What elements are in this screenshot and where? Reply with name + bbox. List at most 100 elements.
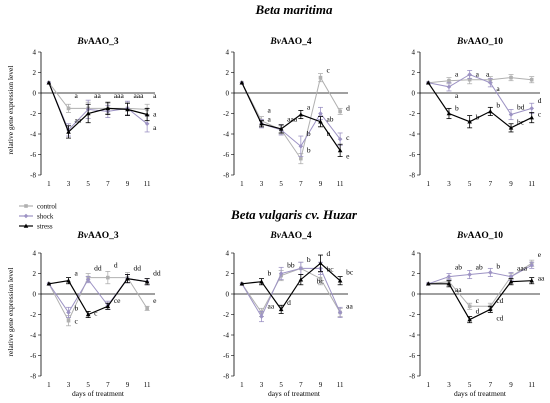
x-tick-label: 7: [106, 381, 110, 389]
x-tick-label: 9: [319, 381, 323, 389]
significance-letter: ab: [326, 115, 333, 124]
data-point-shock: [278, 271, 284, 276]
y-tick-label: -6: [30, 151, 36, 159]
y-tick-label: 2: [412, 270, 416, 278]
y-axis-label-bottom: relative gene expression level: [6, 268, 15, 357]
data-point-stress: [239, 80, 245, 85]
data-point-control: [338, 109, 342, 114]
data-point-stress: [66, 278, 71, 283]
significance-letter: aaa: [517, 263, 528, 272]
data-point-stress: [318, 119, 323, 124]
x-tick-label: 11: [528, 180, 535, 188]
x-tick-label: 11: [337, 180, 344, 188]
x-tick-label: 3: [260, 180, 264, 188]
data-point-stress: [46, 80, 52, 85]
data-point-shock: [508, 112, 514, 117]
data-point-control: [318, 276, 323, 281]
y-tick-label: 0: [412, 89, 416, 97]
significance-letter: ab: [476, 262, 483, 271]
x-tick-label: 1: [427, 381, 431, 389]
data-point-shock: [66, 310, 71, 315]
legend-marker-stress: [23, 223, 29, 228]
y-tick-label: 2: [33, 69, 37, 77]
x-tick-label: 3: [447, 381, 451, 389]
x-tick-label: 1: [240, 180, 244, 188]
y-tick-label: 0: [412, 290, 416, 298]
significance-letter: b: [326, 129, 330, 138]
y-tick-label: 4: [33, 249, 37, 257]
data-point-shock: [508, 274, 514, 279]
significance-letter: bb: [287, 260, 295, 269]
y-tick-label: 2: [412, 69, 416, 77]
significance-letter: dd: [133, 263, 141, 272]
data-point-control: [467, 77, 472, 82]
data-point-stress: [105, 303, 111, 309]
data-point-stress: [467, 317, 472, 322]
series-line-shock: [48, 278, 148, 314]
panel-title-gene: AAO_3: [88, 231, 119, 241]
y-tick-label: 4: [226, 249, 230, 257]
series-stress: [425, 80, 535, 133]
series-line-shock: [428, 73, 532, 116]
data-point-shock: [488, 270, 493, 275]
significance-letter: bd: [517, 102, 525, 111]
section-title-beta-vulgaris: Beta vulgaris cv. Huzar: [230, 207, 358, 222]
x-tick-label: 5: [468, 180, 472, 188]
data-point-control: [318, 75, 323, 80]
panel-title-prefix: Bv: [269, 231, 281, 241]
data-point-stress: [508, 125, 514, 130]
series-shock: [425, 261, 535, 287]
significance-letter: bc: [326, 264, 334, 273]
y-tick-label: -4: [223, 331, 229, 339]
significance-letter: c: [326, 65, 330, 74]
significance-letter: aa: [455, 285, 462, 294]
significance-letter: a: [455, 70, 459, 79]
x-tick-label: 7: [489, 381, 493, 389]
x-tick-label: 9: [126, 381, 130, 389]
x-tick-label: 11: [337, 381, 344, 389]
y-tick-label: 0: [33, 89, 37, 97]
data-point-shock: [488, 80, 493, 86]
x-tick-label: 7: [299, 180, 303, 188]
significance-letter: d: [114, 260, 118, 269]
significance-letter: ab: [455, 262, 462, 271]
significance-letter: aa: [268, 301, 275, 310]
significance-letter: aa: [94, 91, 101, 100]
data-point-shock: [259, 314, 264, 319]
y-tick-label: -2: [30, 311, 36, 319]
data-point-stress: [298, 277, 304, 282]
significance-letter: aa: [75, 116, 82, 125]
y-tick-label: -2: [30, 110, 36, 118]
significance-letter: e: [538, 250, 542, 259]
data-point-stress: [85, 312, 91, 317]
significance-letter: b: [75, 303, 79, 312]
data-point-stress: [259, 121, 264, 126]
data-point-stress: [508, 279, 514, 284]
chart-panel-6: BvAAO_10 -8 -6 -4 -2 0 2 4 1 3 5 7 9 11 ab aa ab cd b cd cd a…: [409, 231, 545, 389]
panel-title-prefix: Bv: [456, 231, 468, 241]
data-point-stress: [529, 115, 535, 120]
panel-title: BvAAO_4: [269, 231, 311, 241]
series-stress: [46, 80, 150, 139]
x-tick-label: 9: [126, 180, 130, 188]
x-tick-label: 3: [260, 381, 264, 389]
x-axis-label-1: days of treatment: [72, 389, 125, 398]
x-tick-label: 3: [447, 180, 451, 188]
legend: control shock stress: [19, 203, 57, 231]
panel-title-gene: AAO_3: [88, 37, 119, 47]
series-line-control: [241, 267, 341, 314]
section-title-beta-maritima: Beta maritima: [255, 2, 333, 17]
x-tick-label: 5: [468, 381, 472, 389]
x-axis-label-2: days of treatment: [268, 389, 321, 398]
data-point-stress: [278, 306, 284, 312]
y-tick-label: -6: [223, 352, 229, 360]
series-line-stress: [428, 280, 532, 321]
y-tick-label: 4: [412, 48, 416, 56]
series-line-control: [48, 277, 148, 322]
data-point-shock: [529, 263, 535, 268]
significance-letter: a: [268, 115, 272, 124]
panel-title-prefix: Bv: [76, 231, 88, 241]
significance-letter: bc: [346, 267, 354, 276]
